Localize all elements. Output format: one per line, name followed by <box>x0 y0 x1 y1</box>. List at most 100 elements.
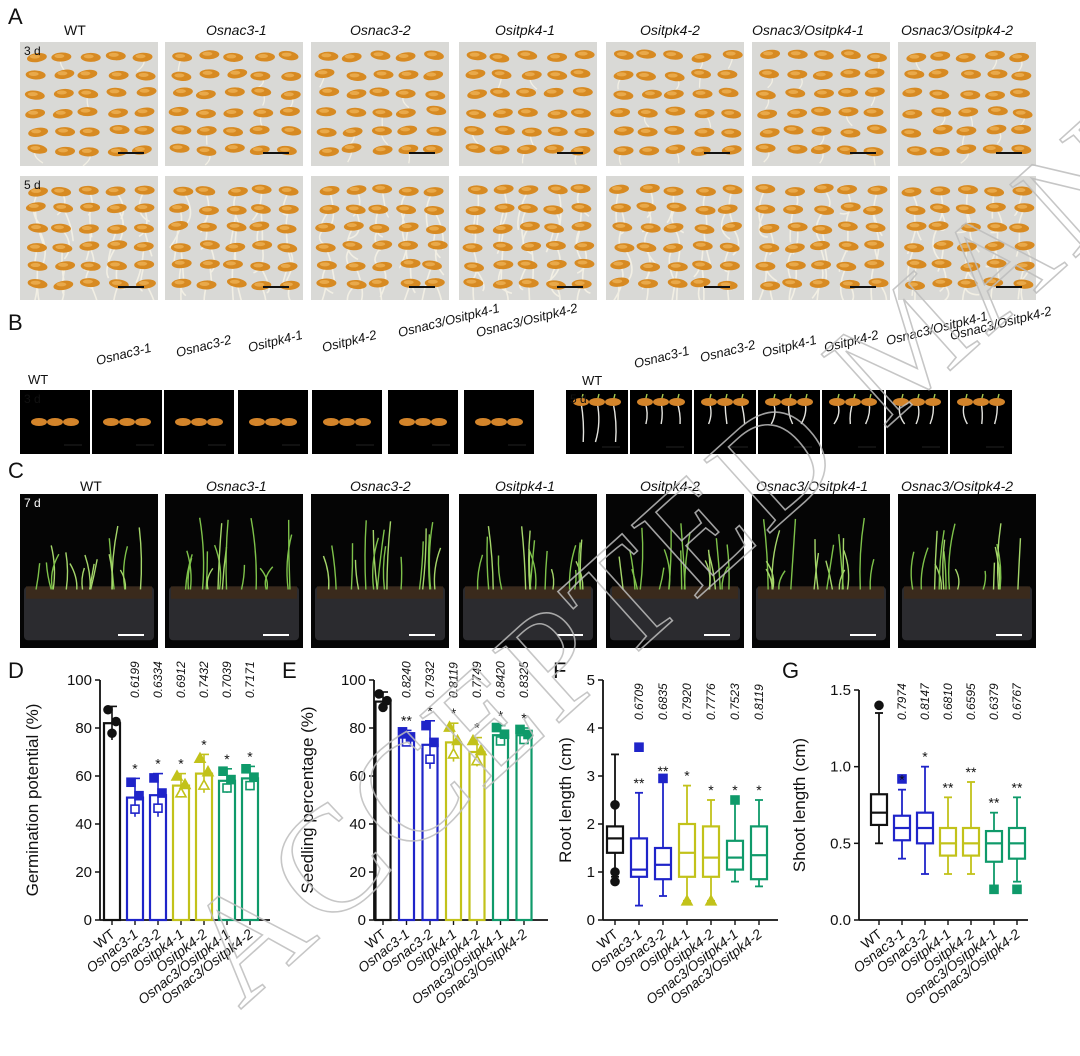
p-value-label: 0.6379 <box>987 683 1001 720</box>
p-value-label: 0.8119 <box>447 662 461 698</box>
box <box>653 846 673 881</box>
significance-marker: ** <box>634 775 645 791</box>
data-point <box>515 724 525 735</box>
data-point <box>425 754 435 764</box>
panel-label-g: G <box>782 658 800 683</box>
data-point <box>241 764 251 774</box>
panel-c-genotype-label: Ositpk4-1 <box>495 478 555 494</box>
data-point <box>874 700 884 711</box>
significance-marker: * <box>451 705 457 721</box>
panel-c-genotype-label: Ositpk4-2 <box>640 478 700 494</box>
panel-b-genotype-label: Osnac3-1 <box>632 342 691 371</box>
data-point <box>658 773 668 784</box>
data-point <box>197 778 211 790</box>
panel-a-genotype-label: Osnac3-2 <box>350 22 411 38</box>
scale-bar <box>208 444 226 446</box>
seedling-photo-5d <box>694 390 756 454</box>
data-point <box>405 732 416 742</box>
y-tick-label: 40 <box>75 816 92 833</box>
bar <box>421 743 439 922</box>
significance-marker: * <box>899 772 905 788</box>
seed-photo-5d <box>606 176 744 300</box>
y-tick-label: 0 <box>84 912 92 929</box>
y-tick-label: 4 <box>587 720 595 737</box>
day-label: 7 d <box>24 496 41 510</box>
seedling-tray-photo-7d: 7 d <box>20 494 158 648</box>
panel-a-genotype-label: WT <box>64 22 86 38</box>
scale-bar <box>508 444 526 446</box>
significance-marker: * <box>132 760 138 776</box>
bar <box>468 750 486 922</box>
data-point <box>245 780 255 791</box>
panel-b-genotype-label: Ositpk4-2 <box>822 326 880 355</box>
significance-marker: * <box>201 736 207 752</box>
y-tick-label: 0.0 <box>830 912 851 929</box>
significance-marker: ** <box>943 779 954 795</box>
data-point <box>491 722 502 733</box>
scale-bar <box>557 286 583 288</box>
seedling-photo-5d <box>758 390 820 454</box>
data-point <box>134 790 144 801</box>
data-point <box>226 774 236 785</box>
y-axis-label: Shoot length (cm) <box>790 738 809 872</box>
p-value-label: 0.8420 <box>494 661 508 698</box>
day-label: 5 d <box>570 392 587 406</box>
seed-photo-3d <box>165 42 303 166</box>
y-tick-label: 20 <box>349 864 366 881</box>
scale-bar <box>996 634 1022 636</box>
panel-c-genotype-label: Osnac3/Ositpk4-2 <box>901 478 1014 494</box>
bar <box>240 777 260 922</box>
seedling-tray-photo-7d <box>311 494 449 648</box>
bar <box>397 736 416 922</box>
box <box>677 822 697 878</box>
data-point <box>429 737 439 748</box>
seedling-tray-photo-7d <box>898 494 1036 648</box>
box <box>749 825 769 881</box>
seed-photo-3d <box>459 42 597 166</box>
significance-marker: ** <box>401 712 412 728</box>
seed-photo-5d <box>311 176 449 300</box>
data-point <box>610 876 620 887</box>
seed-photo-3d: 3 d <box>20 42 158 166</box>
significance-marker: * <box>474 720 480 736</box>
p-value-label: 0.7171 <box>243 661 257 698</box>
data-point <box>222 783 232 793</box>
data-point <box>451 733 464 746</box>
data-point <box>466 733 480 746</box>
significance-marker: * <box>922 749 928 765</box>
scale-bar <box>409 286 435 288</box>
p-value-label: 0.7749 <box>470 661 484 698</box>
bar <box>217 779 237 922</box>
scale-bar <box>730 446 748 448</box>
data-point <box>130 804 140 814</box>
scale-bar <box>263 286 289 288</box>
data-point <box>470 753 484 766</box>
p-value-label: 0.7776 <box>704 683 718 720</box>
y-axis-label: Root length (cm) <box>556 737 575 863</box>
box <box>961 826 981 857</box>
scale-bar <box>263 152 289 154</box>
seedling-photo-3d <box>312 390 382 454</box>
data-point <box>443 720 456 732</box>
scale-bar <box>850 634 876 636</box>
day-label: 3 d <box>24 392 41 406</box>
data-point <box>170 769 184 781</box>
panel-a-genotype-label: Osnac3-1 <box>206 22 267 38</box>
data-point <box>153 803 163 813</box>
seedling-tray-photo-7d <box>165 494 303 648</box>
data-point <box>610 867 620 877</box>
scale-bar <box>602 446 620 448</box>
significance-marker: * <box>498 708 504 724</box>
seedling-photo-3d <box>92 390 162 454</box>
panel-a-genotype-label: Ositpk4-2 <box>640 22 700 38</box>
scale-bar <box>666 446 684 448</box>
data-point <box>103 704 113 715</box>
panel-b-genotype-label: Osnac3-1 <box>94 339 153 368</box>
panel-c-genotype-label: WT <box>80 478 102 494</box>
seedling-photo-5d <box>886 390 948 454</box>
p-value-label: 0.6767 <box>1010 682 1024 720</box>
data-point <box>523 729 533 740</box>
data-point <box>634 742 644 752</box>
data-point <box>249 772 259 782</box>
